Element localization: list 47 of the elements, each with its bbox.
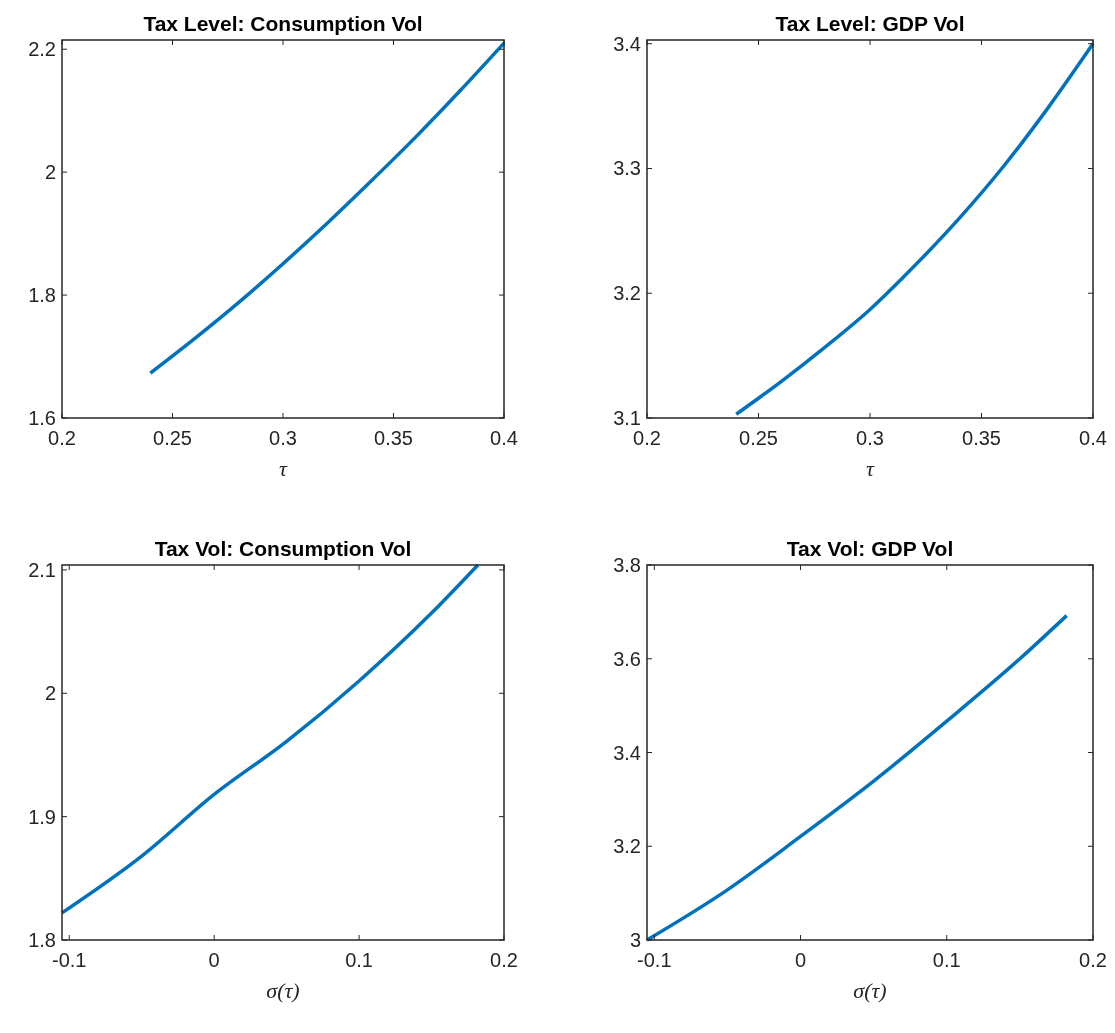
chart-title: Tax Level: GDP Vol bbox=[775, 12, 965, 35]
x-axis-title: τ bbox=[279, 456, 289, 481]
x-tick-label: 0.1 bbox=[932, 949, 961, 971]
x-axis-title: σ(τ) bbox=[266, 978, 300, 1003]
y-tick-label: 1.8 bbox=[28, 929, 56, 951]
line-series bbox=[60, 563, 480, 915]
y-tick-label: 3.1 bbox=[613, 407, 641, 429]
x-tick-label: -0.1 bbox=[637, 949, 672, 971]
x-tick-label: 0.4 bbox=[490, 427, 518, 449]
y-tick-label: 2 bbox=[44, 682, 56, 705]
y-tick-label: 2 bbox=[44, 161, 56, 184]
y-tick-label: 3.2 bbox=[613, 835, 641, 858]
line-series bbox=[148, 41, 506, 375]
y-tick-label: 3.8 bbox=[613, 554, 641, 576]
x-axis-title: τ bbox=[866, 456, 876, 481]
y-tick-label: 3.4 bbox=[613, 32, 641, 55]
x-tick-label: 0.2 bbox=[48, 427, 76, 449]
x-tick-label: 0.4 bbox=[1079, 427, 1107, 449]
chart-title: Tax Vol: GDP Vol bbox=[786, 537, 954, 560]
y-tick-label: 1.6 bbox=[28, 407, 56, 429]
x-tick-label: 0.25 bbox=[153, 427, 192, 449]
x-tick-label: 0.1 bbox=[345, 949, 373, 971]
x-tick-label: 0 bbox=[794, 949, 807, 971]
y-tick-label: 3 bbox=[629, 929, 641, 951]
y-tick-label: 3.4 bbox=[613, 741, 641, 764]
x-tick-label: 0.35 bbox=[962, 427, 1001, 449]
chart-title: Tax Level: Consumption Vol bbox=[143, 12, 423, 35]
x-tick-label: 0.2 bbox=[1079, 949, 1107, 971]
x-tick-label: 0.3 bbox=[856, 427, 884, 449]
y-tick-label: 3.3 bbox=[613, 157, 641, 180]
y-tick-label: 2.1 bbox=[28, 558, 56, 581]
y-tick-label: 3.6 bbox=[613, 647, 641, 670]
y-tick-label: 1.8 bbox=[28, 284, 56, 307]
x-tick-label: 0.35 bbox=[374, 427, 413, 449]
x-tick-label: 0.25 bbox=[739, 427, 778, 449]
chart-title: Tax Vol: Consumption Vol bbox=[154, 537, 412, 560]
y-tick-label: 1.9 bbox=[28, 805, 56, 828]
x-tick-label: 0.2 bbox=[633, 427, 661, 449]
x-tick-label: -0.1 bbox=[52, 949, 87, 971]
x-tick-label: 0.2 bbox=[490, 949, 518, 971]
line-series bbox=[645, 613, 1069, 942]
x-axis-title: σ(τ) bbox=[853, 978, 887, 1003]
line-series bbox=[734, 41, 1095, 417]
y-tick-label: 3.2 bbox=[613, 282, 641, 305]
x-tick-label: 0.3 bbox=[269, 427, 297, 449]
x-tick-label: 0 bbox=[208, 949, 220, 971]
y-tick-label: 2.2 bbox=[28, 38, 56, 61]
